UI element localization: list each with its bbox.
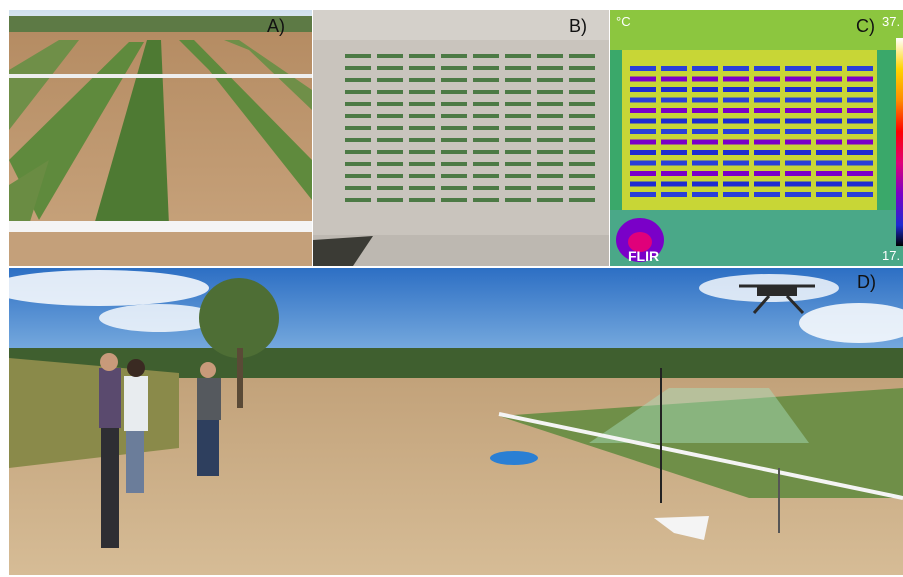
drone — [739, 284, 815, 315]
panel-d-drone-scene: D) — [9, 268, 903, 575]
thermal-scale-min: 17. — [882, 248, 901, 263]
panel-a-image — [9, 10, 312, 266]
thermal-scale-max: 37. — [882, 14, 901, 29]
thermal-unit: °C — [616, 14, 631, 29]
panel-a-label: A) — [267, 16, 285, 36]
panel-d-image — [9, 268, 903, 575]
panel-a-field-photo: A) — [9, 10, 312, 266]
panel-b-label: B) — [569, 16, 587, 36]
panel-b-image — [313, 10, 609, 266]
panel-c-thermal-image: °C 37. 17. FLIR C) — [610, 10, 903, 266]
panel-b-aerial-photo: B) — [313, 10, 609, 266]
flir-logo: FLIR — [628, 248, 660, 264]
panel-c-label: C) — [856, 16, 875, 36]
panel-d-label: D) — [857, 272, 876, 292]
panel-c-image — [610, 10, 903, 266]
